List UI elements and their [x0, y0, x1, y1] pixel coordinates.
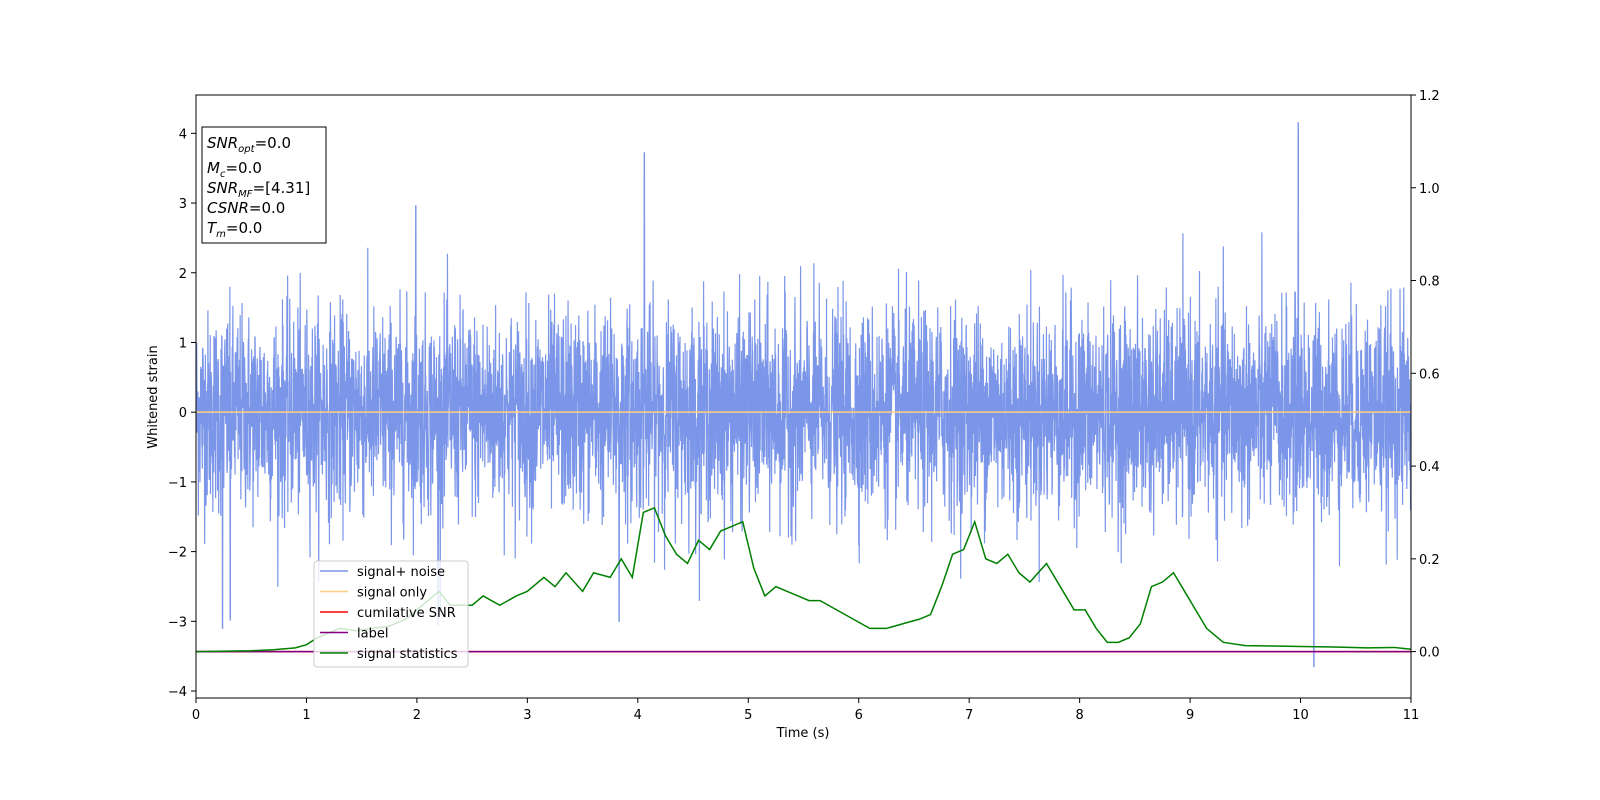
x-tick-label: 2	[413, 708, 421, 723]
y-tick-label: −2	[168, 546, 187, 561]
info-csnr: CSNR=0.0	[207, 199, 285, 217]
legend-entry: cumilative SNR	[357, 606, 456, 621]
y-tick-label: 4	[179, 127, 187, 142]
x-tick-label: 10	[1292, 708, 1309, 723]
y-tick-label: −4	[168, 685, 187, 700]
y-axis-right: 0.0 0.2 0.4 0.6 0.8 1.0 1.2	[1411, 89, 1440, 661]
info-mc: Mc=0.0	[207, 159, 262, 180]
y2-tick-label: 1.0	[1419, 182, 1440, 197]
x-tick-label: 5	[744, 708, 752, 723]
y-tick-label: −1	[168, 476, 187, 491]
signal-noise-line	[196, 122, 1411, 668]
info-box-frame	[201, 126, 327, 244]
legend-entry: signal+ noise	[357, 565, 445, 580]
info-snr-opt: SNRopt=0.0	[207, 134, 291, 155]
legend-entry: signal statistics	[357, 647, 458, 662]
plot-frame	[195, 94, 1412, 699]
y-tick-label: 0	[179, 406, 187, 421]
x-tick-label: 1	[302, 708, 310, 723]
y-tick-label: 1	[179, 336, 187, 351]
x-tick-label: 4	[634, 708, 642, 723]
x-tick-label: 8	[1075, 708, 1083, 723]
y2-tick-label: 1.2	[1419, 89, 1440, 104]
y2-tick-label: 0.8	[1419, 275, 1440, 290]
x-tick-label: 0	[192, 708, 200, 723]
y2-tick-label: 0.0	[1419, 646, 1440, 661]
x-tick-label: 6	[855, 708, 863, 723]
x-axis: 0 1 2 3 4 5 6 7 8 9 10 11	[192, 698, 1419, 723]
info-box: SNRopt=0.0 Mc=0.0 SNRMF=[4.31] CSNR=0.0 …	[201, 126, 327, 244]
x-tick-label: 7	[965, 708, 973, 723]
y-axis-left: −4 −3 −2 −1 0 1 2 3 4	[168, 127, 196, 700]
y2-tick-label: 0.2	[1419, 553, 1440, 568]
y2-tick-label: 0.6	[1419, 367, 1440, 382]
info-snr-mf: SNRMF=[4.31]	[207, 179, 310, 200]
y-tick-label: 3	[179, 197, 187, 212]
y-tick-label: −3	[168, 615, 187, 630]
y-axis-label: Whitened strain	[146, 345, 161, 448]
legend-entry: label	[357, 627, 388, 642]
x-axis-label: Time (s)	[776, 726, 830, 741]
x-tick-label: 11	[1403, 708, 1420, 723]
y2-tick-label: 0.4	[1419, 460, 1440, 475]
signal-noise-series	[196, 122, 1411, 668]
legend: signal+ noise signal only cumilative SNR la…	[313, 560, 469, 668]
x-tick-label: 3	[523, 708, 531, 723]
y-tick-label: 2	[179, 267, 187, 282]
legend-entry: signal only	[357, 586, 427, 601]
info-tm: Tm=0.0	[207, 219, 262, 240]
x-tick-label: 9	[1186, 708, 1194, 723]
legend-frame	[313, 560, 469, 668]
